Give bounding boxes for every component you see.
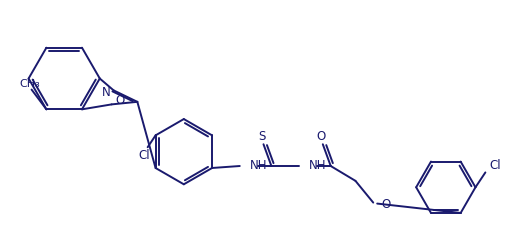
Text: CH₃: CH₃ [19,79,40,89]
Text: O: O [316,130,326,143]
Text: Cl: Cl [490,159,501,172]
Text: Cl: Cl [138,149,150,162]
Text: O: O [381,198,390,211]
Text: S: S [258,130,265,143]
Text: N: N [102,86,111,99]
Text: O: O [115,94,124,107]
Text: NH: NH [309,158,327,171]
Text: NH: NH [250,158,267,171]
